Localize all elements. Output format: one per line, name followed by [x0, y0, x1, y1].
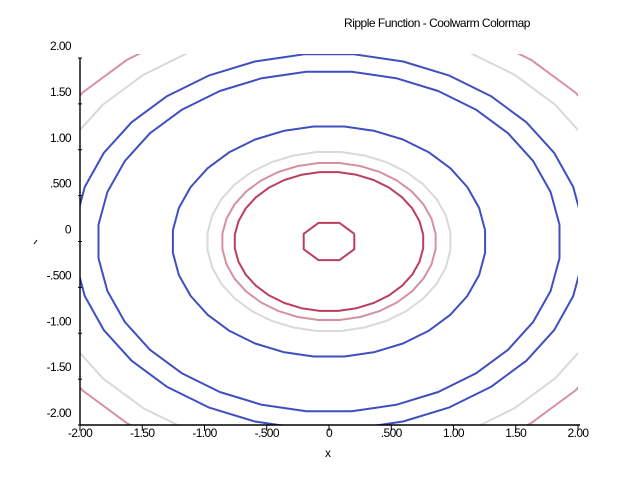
- x-tick-label-5: .500: [381, 426, 403, 440]
- contour-line-6: [80, 54, 578, 425]
- contour-line-5: [97, 70, 561, 413]
- contour-line-0: [302, 221, 356, 262]
- y-tick-label-5: -.500: [47, 268, 72, 282]
- y-tick-label-7: -1.50: [47, 360, 72, 374]
- chart-title: Ripple Function - Coolwarm Colormap: [344, 16, 531, 30]
- x-tick-label-0: -2.00: [68, 426, 93, 440]
- contour-line-1: [233, 171, 425, 312]
- contour-line-2: [221, 162, 437, 321]
- contour-line-8: [80, 54, 578, 425]
- y-axis-label-mark: [33, 239, 38, 245]
- contour-line-4: [171, 125, 487, 358]
- x-tick-label-6: 1.00: [443, 426, 465, 440]
- axes: [79, 58, 580, 426]
- y-tick-label-4: 0: [65, 223, 72, 237]
- y-tick-label-6: -1.00: [47, 314, 72, 328]
- contour-line-7: [80, 54, 578, 425]
- y-tick-label-2: 1.00: [50, 131, 72, 145]
- x-tick-label-2: -1.00: [192, 426, 217, 440]
- x-tick-label-4: 0: [326, 426, 333, 440]
- x-tick-label-3: -.500: [255, 426, 280, 440]
- x-tick-label-7: 1.50: [505, 426, 527, 440]
- x-axis-label: x: [325, 446, 331, 460]
- ticks: -2.00 -1.50 -1.00 -.500 0 .500 1.00 1.50 2.00 2.0…: [47, 39, 590, 440]
- x-tick-label-8: 2.00: [568, 426, 590, 440]
- contour-lines: [80, 54, 578, 425]
- y-tick-label-3: .500: [50, 177, 72, 191]
- y-tick-label-1: 1.50: [50, 85, 72, 99]
- contour-line-3: [206, 151, 452, 332]
- y-tick-label-0: 2.00: [50, 39, 72, 53]
- x-tick-label-1: -1.50: [130, 426, 155, 440]
- y-tick-label-8: -2.00: [47, 406, 72, 420]
